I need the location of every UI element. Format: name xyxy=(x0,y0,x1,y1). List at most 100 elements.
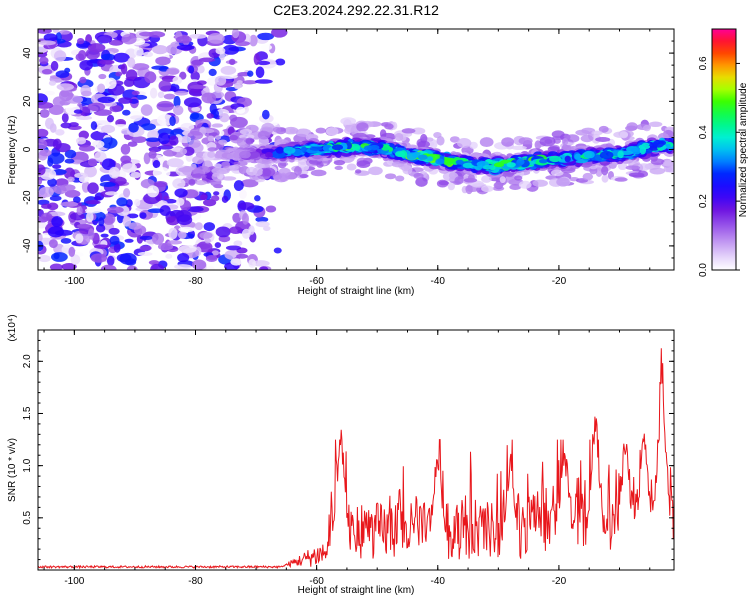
spectrogram-cell xyxy=(127,141,138,147)
spectrogram-cell xyxy=(38,176,43,185)
spectrogram-cell xyxy=(271,29,288,38)
x-tick-label: -80 xyxy=(188,276,203,287)
spectrogram-cell xyxy=(257,32,275,41)
spectrogram-cell xyxy=(218,139,228,145)
spectrogram-cell xyxy=(273,174,289,183)
spectrogram-cell xyxy=(44,90,56,96)
spectrogram-cell xyxy=(73,196,81,204)
spectrogram-cell xyxy=(128,222,142,230)
spectrogram-x-label: Height of straight line (km) xyxy=(298,286,415,297)
spectrogram-cell xyxy=(86,211,94,223)
spectrogram-cell xyxy=(119,252,137,265)
x-tick-label: -60 xyxy=(309,576,324,587)
spectrogram-cell xyxy=(625,165,641,171)
spectrogram-cell xyxy=(233,82,241,90)
spectrogram-cell xyxy=(356,160,371,168)
spectrogram-cell xyxy=(617,150,624,159)
spectrogram-cell xyxy=(113,52,130,63)
spectrogram-cell xyxy=(254,163,266,169)
spectrogram-cell xyxy=(169,115,176,127)
spectrogram-cell xyxy=(105,77,117,90)
spectrogram-cell xyxy=(101,158,116,171)
spectrogram-cell xyxy=(259,266,269,270)
colorbar-label: Normalized spectral amplitude xyxy=(738,82,749,217)
spectrogram-cell xyxy=(192,155,204,165)
spectrogram-cell xyxy=(121,163,137,173)
spectrogram-cell xyxy=(208,68,217,77)
colorbar-gradient xyxy=(711,28,737,271)
spectrogram-y-ticks: -40 -20 0 20 40 xyxy=(22,28,674,271)
spectrogram-cell xyxy=(93,196,102,201)
spectrogram-cell xyxy=(248,258,256,268)
snr-x-ticks: -100 -80 -60 -40 -20 xyxy=(43,330,651,587)
spectrogram-cell xyxy=(104,102,118,107)
spectrogram-cell xyxy=(254,195,261,202)
x-tick-label: -20 xyxy=(552,576,567,587)
spectrogram-cell xyxy=(663,160,674,167)
spectrogram-cell xyxy=(230,258,243,266)
spectrogram-cell xyxy=(176,197,185,206)
y-tick-label: -40 xyxy=(22,238,33,253)
spectrogram-cell xyxy=(76,206,83,216)
spectrogram-cell xyxy=(462,162,475,169)
spectrogram-cell xyxy=(331,144,344,151)
snr-y-ticks: 0.5 1.0 1.5 2.0 xyxy=(22,339,674,561)
spectrogram-cell xyxy=(131,90,140,96)
spectrogram-cell xyxy=(64,189,81,198)
spectrogram-cell xyxy=(107,206,124,214)
spectrogram-cell xyxy=(191,259,207,270)
spectrogram-cell xyxy=(172,76,182,85)
spectrogram-cell xyxy=(601,165,609,176)
spectrogram-cell xyxy=(85,48,100,60)
spectrogram-cell xyxy=(41,68,53,75)
spectrogram-cell xyxy=(198,57,216,63)
spectrogram-cell xyxy=(518,180,532,189)
spectrogram-cell xyxy=(93,120,111,127)
spectrogram-cell xyxy=(309,146,323,151)
spectrogram-cell xyxy=(637,170,649,178)
spectrogram-cell xyxy=(506,162,516,168)
spectrogram-cell xyxy=(395,175,405,182)
spectrogram-cell xyxy=(68,246,76,257)
spectrogram-cell xyxy=(626,122,638,131)
spectrogram-cell xyxy=(98,217,105,227)
spectrogram-cell xyxy=(177,231,187,239)
spectrogram-cell xyxy=(346,163,357,171)
spectrogram-cell xyxy=(583,150,595,159)
spectrogram-cell xyxy=(449,136,460,143)
spectrogram-cell xyxy=(212,172,220,177)
spectrogram-cell xyxy=(98,73,107,80)
spectrogram-cell xyxy=(74,172,88,179)
spectrogram-cell xyxy=(204,238,211,244)
spectrogram-cell xyxy=(219,113,230,123)
spectrogram-cell xyxy=(140,123,156,131)
spectrogram-cell xyxy=(230,116,248,128)
spectrogram-cell xyxy=(155,56,171,66)
spectrogram-y-label: Frequency (Hz) xyxy=(7,116,18,185)
spectrogram-cell xyxy=(245,137,254,145)
spectrogram-cell xyxy=(49,239,58,249)
spectrogram-cell xyxy=(242,80,258,85)
spectrogram-cell xyxy=(231,29,240,39)
spectrogram-cell xyxy=(207,135,215,142)
spectrogram-cell xyxy=(418,154,428,160)
spectrogram-cell xyxy=(151,232,165,245)
chart-title: C2E3.2024.292.22.31.R12 xyxy=(273,2,439,18)
x-tick-label: -40 xyxy=(431,576,446,587)
spectrogram-cell xyxy=(123,188,131,198)
spectrogram-cell xyxy=(229,134,239,141)
spectrogram-cell xyxy=(340,117,357,126)
spectrogram-cell xyxy=(149,87,158,99)
x-tick-label: -100 xyxy=(64,576,84,587)
spectrogram-cell xyxy=(134,198,141,207)
spectrogram-cell xyxy=(172,178,186,189)
spectrogram-cell xyxy=(499,176,506,184)
spectrogram-cell xyxy=(368,166,383,176)
spectrogram-cell xyxy=(43,33,58,42)
spectrogram-cell xyxy=(38,29,52,34)
spectrogram-cell xyxy=(188,139,201,148)
spectrogram-cell xyxy=(85,207,102,214)
spectrogram-cell xyxy=(47,157,54,167)
spectrogram-cell xyxy=(289,128,296,134)
